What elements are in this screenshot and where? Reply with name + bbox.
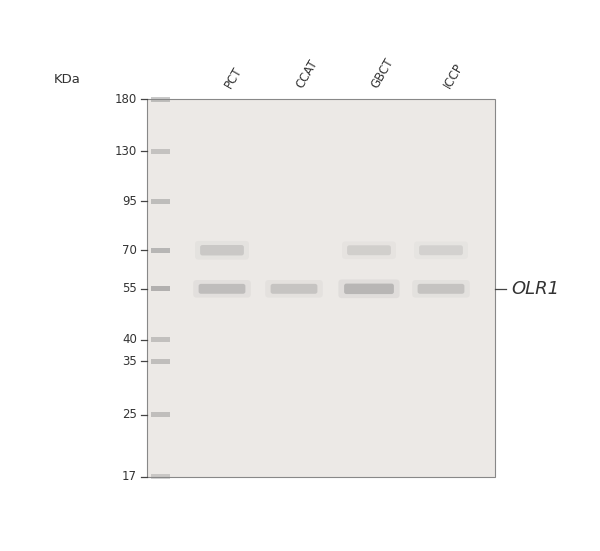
FancyBboxPatch shape [199,284,245,294]
Text: 40: 40 [122,333,137,346]
FancyBboxPatch shape [418,284,464,294]
FancyBboxPatch shape [344,284,394,294]
Bar [151,287,170,291]
FancyBboxPatch shape [347,245,391,255]
Text: 35: 35 [122,355,137,368]
Text: 25: 25 [122,408,137,422]
Bar [147,99,495,477]
Text: OLR1: OLR1 [511,280,559,298]
Text: 70: 70 [122,244,137,257]
Text: 130: 130 [115,145,137,158]
FancyBboxPatch shape [271,284,317,294]
FancyBboxPatch shape [265,280,323,298]
FancyBboxPatch shape [193,280,251,298]
FancyBboxPatch shape [412,280,470,298]
Text: 180: 180 [115,93,137,106]
Bar [151,199,170,204]
FancyBboxPatch shape [342,241,396,259]
Text: 55: 55 [122,282,137,295]
Text: GBCT: GBCT [369,56,397,91]
Bar [151,149,170,154]
FancyBboxPatch shape [200,245,244,256]
Text: 95: 95 [122,195,137,208]
Text: CCAT: CCAT [294,58,320,91]
Text: PCT: PCT [222,65,245,91]
FancyBboxPatch shape [419,245,463,255]
Bar [151,97,170,101]
Bar [151,359,170,364]
Bar [151,248,170,253]
FancyBboxPatch shape [338,279,400,298]
Bar [151,337,170,342]
Text: ICCP: ICCP [441,61,466,91]
Text: KDa: KDa [54,73,81,87]
FancyBboxPatch shape [195,241,249,260]
Bar [151,474,170,479]
Text: 17: 17 [122,470,137,483]
FancyBboxPatch shape [414,241,468,259]
Bar [151,413,170,418]
